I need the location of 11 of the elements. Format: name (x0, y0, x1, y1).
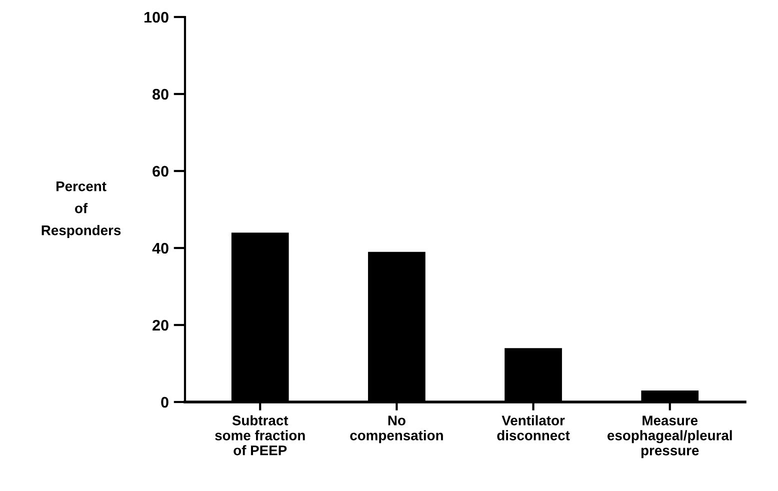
y-tick-label: 60 (152, 166, 168, 177)
y-axis-title: Percent of Responders (42, 182, 121, 238)
y-tick-label: 100 (144, 12, 168, 23)
y-tick-label: 0 (161, 396, 168, 408)
y-tick-label: 40 (152, 242, 168, 254)
y-tick-label: 80 (152, 88, 168, 100)
x-tick-label: Measure esophageal/pleural pressure (608, 416, 732, 458)
x-tick-label: Subtract some fraction of PEEP (215, 415, 305, 456)
x-tick-label: Ventilator disconnect (497, 415, 570, 440)
x-tick-label: No compensation (350, 416, 443, 444)
y-tick-label: 20 (152, 320, 168, 331)
